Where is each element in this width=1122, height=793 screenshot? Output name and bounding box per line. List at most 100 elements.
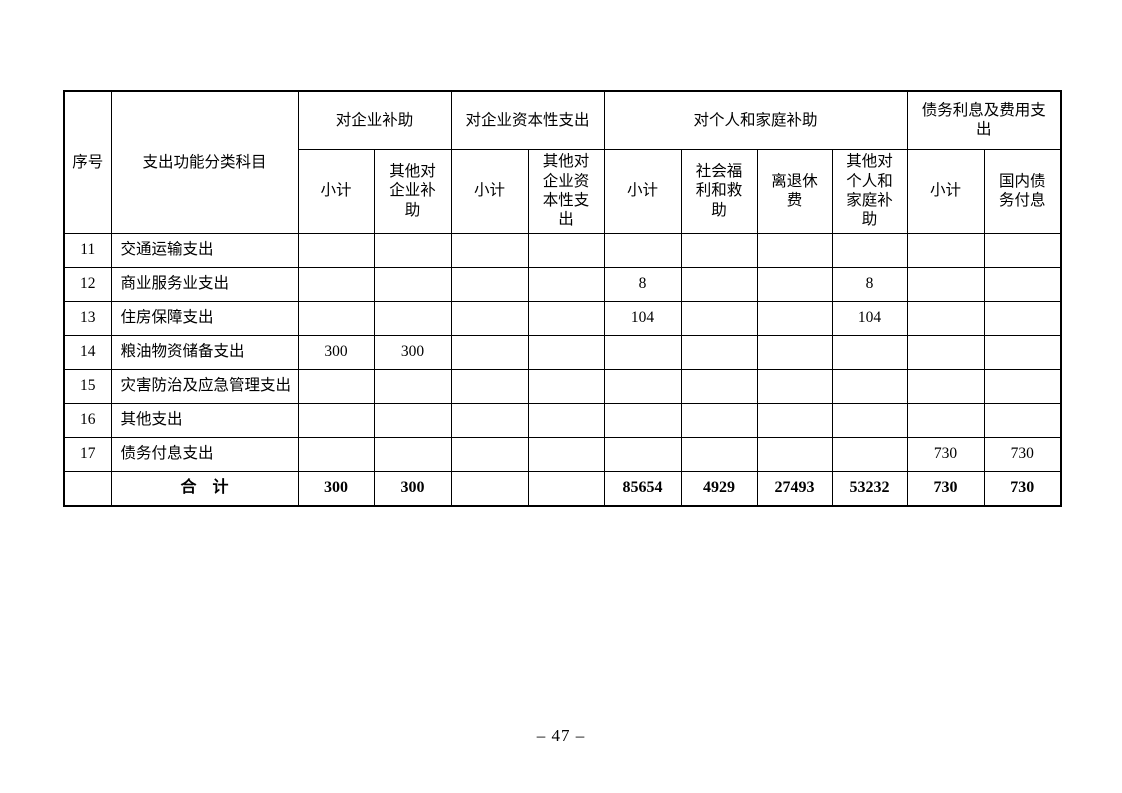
value-cell — [450, 232, 529, 268]
value-cell — [603, 232, 682, 268]
value-cell — [906, 334, 985, 370]
value-cell — [983, 368, 1062, 404]
row-subject: 交通运输支出 — [110, 232, 299, 268]
total-value-cell: 730 — [983, 470, 1062, 507]
value-cell — [680, 266, 758, 302]
row-subject: 商业服务业支出 — [110, 266, 299, 302]
value-cell — [297, 402, 375, 438]
row-serial: 17 — [63, 436, 112, 472]
value-cell — [450, 436, 529, 472]
value-cell — [373, 300, 452, 336]
header-capital-subtotal: 小计 — [450, 148, 529, 234]
row-subject: 住房保障支出 — [110, 300, 299, 336]
row-serial: 12 — [63, 266, 112, 302]
value-cell — [756, 266, 833, 302]
table-row: 15 灾害防治及应急管理支出 — [63, 368, 1062, 404]
value-cell — [297, 232, 375, 268]
value-cell — [756, 436, 833, 472]
value-cell — [527, 334, 605, 370]
value-cell — [297, 436, 375, 472]
row-serial: 11 — [63, 232, 112, 268]
value-cell — [450, 300, 529, 336]
value-cell: 8 — [603, 266, 682, 302]
value-cell: 8 — [831, 266, 908, 302]
value-cell — [680, 368, 758, 404]
row-subject: 其他支出 — [110, 402, 299, 438]
header-group-enterprise-subsidy: 对企业补助 — [297, 90, 452, 150]
value-cell: 730 — [983, 436, 1062, 472]
total-value-cell: 27493 — [756, 470, 833, 507]
header-group-enterprise-capital: 对企业资本性支出 — [450, 90, 605, 150]
value-cell — [680, 300, 758, 336]
value-cell — [983, 334, 1062, 370]
value-cell — [527, 232, 605, 268]
value-cell: 104 — [603, 300, 682, 336]
value-cell — [373, 232, 452, 268]
page-number: – 47 – — [536, 726, 586, 745]
table-row: 16 其他支出 — [63, 402, 1062, 438]
table-row: 17 债务付息支出 730 730 — [63, 436, 1062, 472]
total-value-cell — [450, 470, 529, 507]
total-value-cell — [527, 470, 605, 507]
value-cell — [831, 334, 908, 370]
expenditure-table: 序号 支出功能分类科目 对企业补助 对企业资本性支出 对个人和家庭补助 债务利息… — [63, 90, 1063, 507]
total-value-cell: 53232 — [831, 470, 908, 507]
header-group-individual-family: 对个人和家庭补助 — [603, 90, 908, 150]
header-individual-other: 其他对个人和家庭补助 — [831, 148, 908, 234]
header-debt-subtotal: 小计 — [906, 148, 985, 234]
row-serial: 16 — [63, 402, 112, 438]
value-cell — [527, 266, 605, 302]
table-row: 12 商业服务业支出 8 8 — [63, 266, 1062, 302]
value-cell — [603, 436, 682, 472]
value-cell — [373, 402, 452, 438]
value-cell — [831, 368, 908, 404]
total-serial-empty — [63, 470, 112, 507]
value-cell — [906, 300, 985, 336]
header-individual-subtotal: 小计 — [603, 148, 682, 234]
row-serial: 13 — [63, 300, 112, 336]
total-value-cell: 4929 — [680, 470, 758, 507]
header-subject: 支出功能分类科目 — [110, 90, 299, 234]
header-serial: 序号 — [63, 90, 112, 234]
value-cell — [756, 402, 833, 438]
value-cell — [983, 232, 1062, 268]
value-cell — [527, 368, 605, 404]
value-cell — [680, 402, 758, 438]
value-cell — [680, 436, 758, 472]
value-cell — [983, 300, 1062, 336]
value-cell — [297, 266, 375, 302]
value-cell — [906, 266, 985, 302]
total-value-cell: 730 — [906, 470, 985, 507]
total-value-cell: 85654 — [603, 470, 682, 507]
value-cell — [983, 402, 1062, 438]
value-cell — [831, 232, 908, 268]
header-capital-other: 其他对企业资本性支出 — [527, 148, 605, 234]
total-value-cell: 300 — [297, 470, 375, 507]
value-cell — [450, 402, 529, 438]
value-cell — [831, 436, 908, 472]
table-row: 13 住房保障支出 104 104 — [63, 300, 1062, 336]
row-subject: 粮油物资储备支出 — [110, 334, 299, 370]
row-subject: 债务付息支出 — [110, 436, 299, 472]
value-cell — [906, 368, 985, 404]
header-sub-row: 小计 其他对企业补助 小计 其他对企业资本性支出 小计 社会福利和救助 离退休费… — [64, 148, 1062, 234]
value-cell: 300 — [373, 334, 452, 370]
value-cell — [756, 300, 833, 336]
value-cell — [373, 436, 452, 472]
value-cell — [680, 232, 758, 268]
value-cell — [603, 402, 682, 438]
value-cell — [450, 368, 529, 404]
value-cell — [906, 232, 985, 268]
value-cell: 300 — [297, 334, 375, 370]
header-group-row: 序号 支出功能分类科目 对企业补助 对企业资本性支出 对个人和家庭补助 债务利息… — [63, 90, 1062, 234]
header-group-debt-interest: 债务利息及费用支出 — [906, 90, 1062, 150]
value-cell — [297, 368, 375, 404]
value-cell — [603, 368, 682, 404]
value-cell — [983, 266, 1062, 302]
value-cell — [756, 232, 833, 268]
header-domestic-debt-interest: 国内债务付息 — [983, 148, 1062, 234]
value-cell — [756, 334, 833, 370]
value-cell — [527, 436, 605, 472]
value-cell: 730 — [906, 436, 985, 472]
